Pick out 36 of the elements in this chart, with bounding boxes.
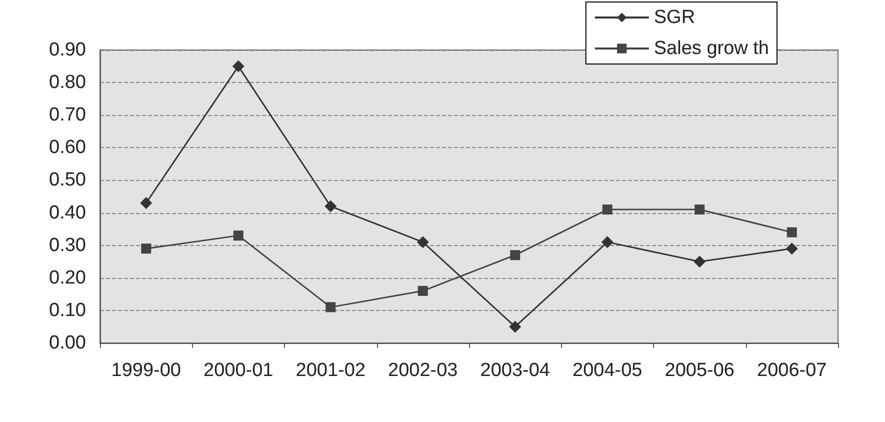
point	[786, 242, 798, 255]
point	[509, 320, 522, 333]
point	[602, 204, 612, 215]
x-tick-label: 2004-05	[572, 360, 642, 381]
y-tick-label: 0.90	[49, 40, 86, 60]
point	[326, 302, 336, 312]
y-tick-label: 0.80	[49, 72, 86, 94]
point	[601, 236, 614, 248]
y-tick-label: 0.10	[49, 300, 86, 321]
legend-label: Sales grow th	[654, 38, 770, 59]
point	[416, 236, 429, 248]
legend-label: SGR	[654, 7, 696, 28]
y-tick-label: 0.00	[49, 332, 86, 354]
point	[233, 230, 244, 241]
point	[418, 286, 428, 296]
point	[510, 250, 520, 260]
x-tick-label: 2006-07	[757, 360, 827, 381]
y-tick-label: 0.20	[49, 267, 86, 288]
y-tick-label: 0.70	[49, 104, 86, 126]
point	[141, 244, 152, 254]
x-tick-label: 1999-00	[111, 360, 181, 381]
point	[140, 197, 152, 210]
x-tick-label: 2000-01	[204, 360, 274, 381]
point	[694, 204, 705, 215]
y-tick-label: 0.30	[49, 234, 86, 256]
y-tick-label: 0.50	[49, 170, 86, 191]
y-tick-label: 0.60	[49, 137, 86, 158]
x-tick-label: 2003-04	[480, 360, 550, 381]
point	[232, 60, 244, 72]
point	[324, 200, 337, 212]
point	[786, 227, 797, 238]
x-tick-label: 2002-03	[388, 360, 458, 381]
y-tick-label: 0.40	[49, 202, 86, 224]
x-tick-label: 2005-06	[664, 360, 734, 381]
x-tick-label: 2001-02	[296, 360, 366, 381]
point	[694, 256, 706, 268]
